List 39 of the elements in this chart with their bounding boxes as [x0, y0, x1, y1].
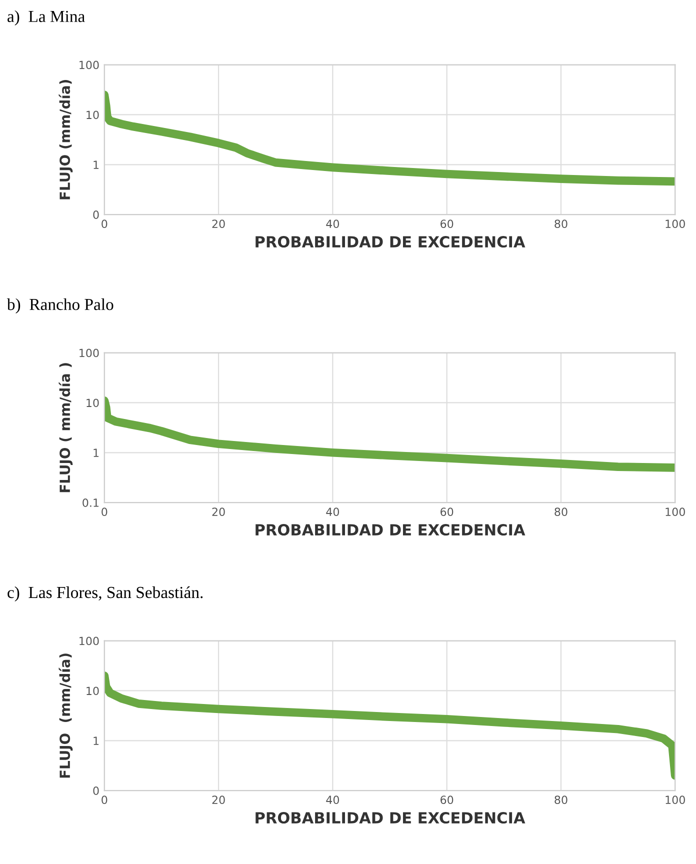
- x-tick-label: 20: [212, 796, 225, 804]
- x-tick-label: 40: [326, 796, 340, 804]
- x-tick-label: 60: [440, 796, 454, 804]
- x-tick-label: 100: [666, 508, 685, 516]
- y-tick-label: 10: [86, 398, 99, 408]
- y-tick-label: 10: [86, 110, 99, 120]
- y-tick-label: 0: [93, 210, 99, 219]
- x-tick-label: 40: [326, 220, 340, 228]
- x-axis-title: PROBABILIDAD DE EXCEDENCIA: [256, 236, 526, 248]
- x-tick-label: 100: [666, 796, 685, 804]
- y-tick-label: 1: [94, 736, 99, 745]
- x-tick-label: 0: [102, 220, 108, 228]
- y-axis-title: FLUJO ( mm/día ): [58, 363, 73, 492]
- x-axis-title: PROBABILIDAD DE EXCEDENCIA: [256, 812, 526, 824]
- x-tick-label: 100: [666, 220, 685, 228]
- x-tick-label: 80: [554, 220, 568, 228]
- y-tick-label: 100: [80, 348, 99, 358]
- x-tick-label: 60: [440, 220, 454, 228]
- chart-title: b) Rancho Palo: [6, 298, 114, 314]
- x-axis-title: PROBABILIDAD DE EXCEDENCIA: [256, 524, 526, 536]
- x-tick-label: 0: [102, 796, 108, 804]
- x-tick-label: 80: [554, 508, 568, 516]
- x-tick-label: 60: [440, 508, 454, 516]
- x-tick-label: 20: [212, 508, 225, 516]
- y-tick-label: 1: [94, 160, 99, 169]
- y-tick-label: 10: [86, 686, 99, 696]
- y-axis-title: FLUJO (mm/día): [58, 80, 73, 200]
- x-tick-label: 80: [554, 796, 568, 804]
- chart-title: c) Las Flores, San Sebastián.: [8, 586, 203, 602]
- x-tick-label: 0: [102, 508, 108, 516]
- chart-title: a) La Mina: [8, 10, 85, 26]
- y-axis-title: FLUJO (mm/día): [58, 654, 73, 778]
- y-tick-label: 100: [80, 636, 99, 646]
- x-tick-label: 20: [212, 220, 225, 228]
- x-tick-label: 40: [326, 508, 340, 516]
- y-tick-label: 0.1: [82, 498, 99, 507]
- y-tick-label: 100: [80, 60, 99, 70]
- y-tick-label: 0: [93, 786, 99, 795]
- y-tick-label: 1: [94, 448, 99, 457]
